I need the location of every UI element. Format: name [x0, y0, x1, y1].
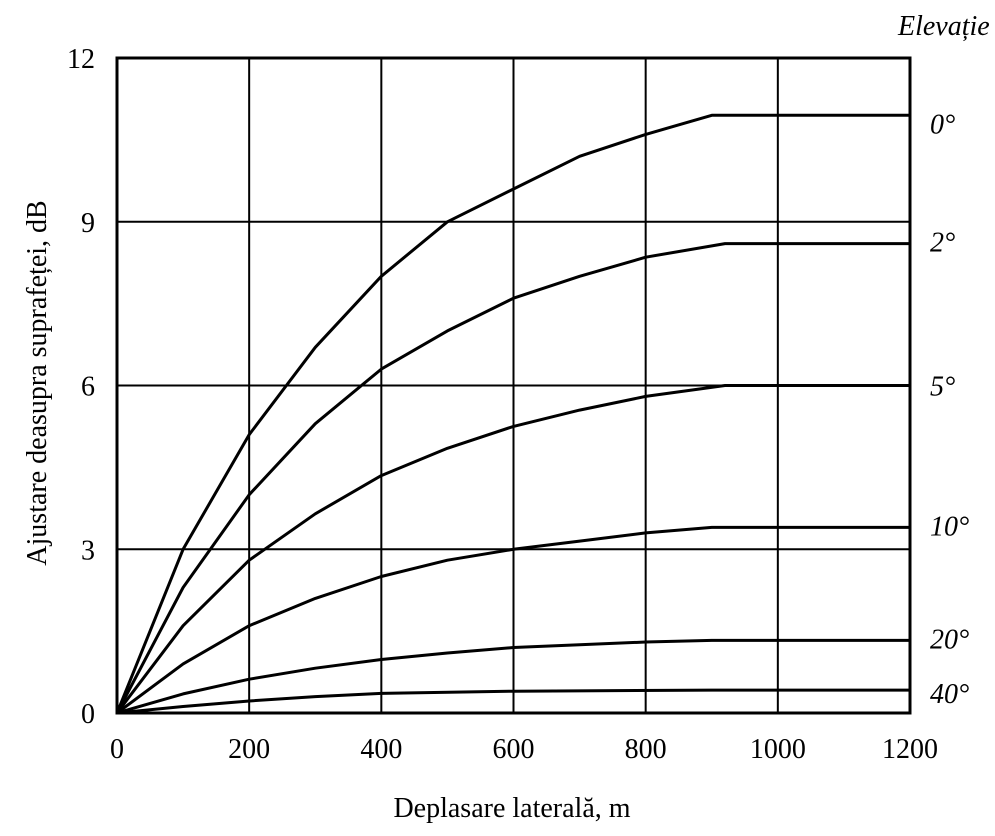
tick-labels: 0 200 400 600 800 1000 1200 0 3 6 9 12: [67, 44, 938, 765]
series-line-5: [116, 688, 910, 715]
y-axis-title: Ajustare deasupra suprafeței, dB: [22, 200, 53, 565]
series-labels: 0° 2° 5° 10° 20° 40°: [930, 109, 969, 710]
x-axis-title: Deplasare laterală, m: [393, 793, 630, 824]
series-label: 2°: [930, 228, 955, 259]
x-tick-label: 400: [360, 734, 402, 765]
series-line-3: [116, 525, 910, 715]
series-line-0: [115, 113, 910, 714]
series-lines: [115, 113, 910, 715]
y-tick-label: 9: [81, 208, 95, 239]
x-tick-label: 1200: [882, 734, 938, 765]
x-tick-label: 0: [110, 734, 124, 765]
y-tick-label: 12: [67, 44, 95, 75]
legend-title: Elevație: [897, 11, 990, 42]
series-line-1: [115, 242, 910, 714]
series-line-2: [115, 384, 910, 714]
x-tick-label: 1000: [750, 734, 806, 765]
series-label: 40°: [930, 679, 969, 710]
series-label: 20°: [930, 624, 969, 655]
x-tick-label: 200: [228, 734, 270, 765]
y-tick-label: 6: [81, 372, 95, 403]
series-label: 5°: [930, 372, 955, 403]
y-tick-label: 3: [81, 535, 95, 566]
series-line-4: [116, 638, 910, 715]
x-tick-label: 800: [625, 734, 667, 765]
series-label: 10°: [930, 511, 969, 542]
series-label: 0°: [930, 109, 955, 140]
y-tick-label: 0: [81, 699, 95, 730]
x-tick-label: 600: [493, 734, 535, 765]
